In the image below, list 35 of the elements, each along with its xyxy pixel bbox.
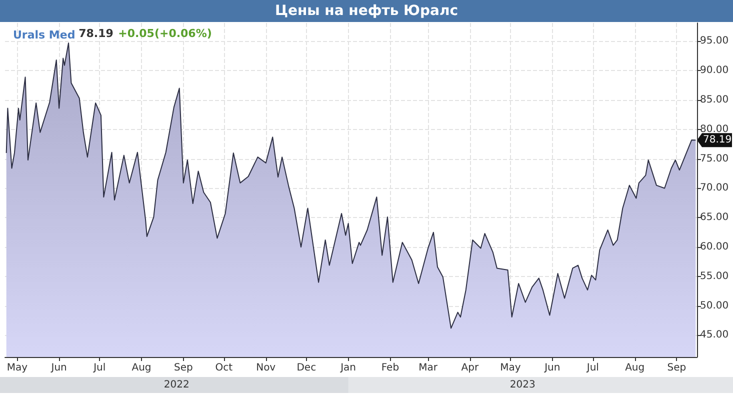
x-tick-label: Oct <box>215 362 233 374</box>
annotation: +0.05(+0.06%) <box>118 27 212 40</box>
x-tick-label: Jun <box>544 362 560 374</box>
y-tick-label: 70.00 <box>700 182 729 194</box>
y-tick-label: 60.00 <box>700 242 729 253</box>
y-tick-label: 55.00 <box>700 270 729 282</box>
x-tick-label: Mar <box>418 362 438 374</box>
y-tick-label: 90.00 <box>700 65 729 76</box>
x-tick-label: Feb <box>381 362 400 374</box>
y-tick-label: 85.00 <box>700 94 729 106</box>
x-tick-label: Jul <box>586 362 599 374</box>
text: 2022 <box>164 380 190 390</box>
chart-title: Цены на нефть Юралс <box>0 0 733 22</box>
y-tick-label: 75.00 <box>700 153 729 164</box>
x-tick-label: Apr <box>461 362 480 374</box>
x-tick-label: Jan <box>340 362 356 374</box>
x-tick-label: May <box>500 362 521 374</box>
text: 2023 <box>510 380 536 390</box>
y-tick-label: 45.00 <box>700 330 729 341</box>
x-tick-label: Sep <box>174 362 193 374</box>
annotation: 78.19 <box>703 134 732 146</box>
x-tick-label: Jun <box>50 362 67 374</box>
series-label: Urals Med <box>13 28 76 42</box>
x-tick-label: Nov <box>256 362 276 374</box>
y-tick-label: 65.00 <box>700 212 729 224</box>
annotation: 78.19 <box>78 27 114 40</box>
x-tick-label: Sep <box>667 362 686 374</box>
y-tick-label: 95.00 <box>700 36 729 47</box>
y-tick-label: 80.00 <box>700 124 729 135</box>
x-tick-label: Aug <box>625 362 645 374</box>
x-tick-label: Jul <box>92 362 106 374</box>
x-tick-label: May <box>6 362 28 374</box>
x-tick-label: Dec <box>296 362 316 374</box>
x-tick-label: Aug <box>132 362 152 374</box>
y-tick-label: 50.00 <box>700 300 729 312</box>
